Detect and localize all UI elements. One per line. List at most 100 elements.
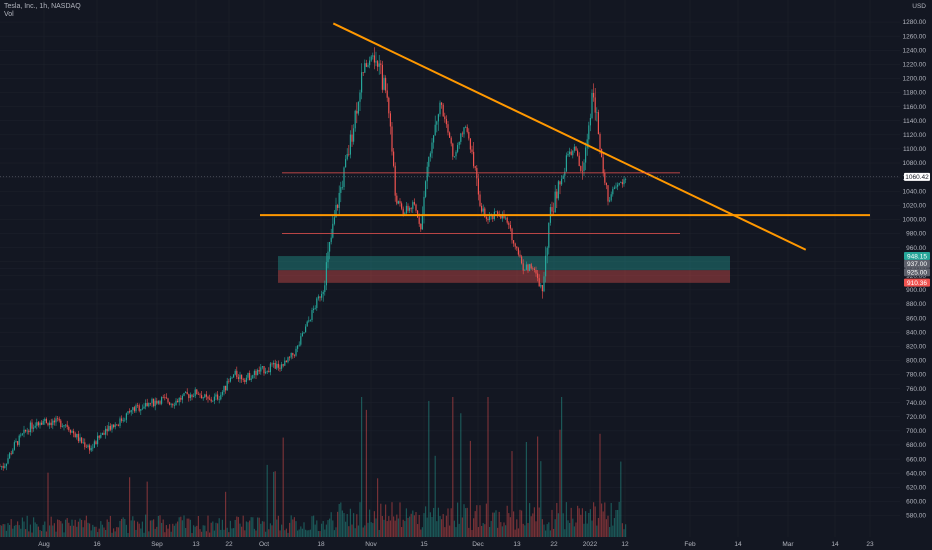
candle-body (13, 442, 15, 450)
volume-bar (367, 522, 369, 537)
candle-body (273, 362, 275, 365)
volume-bar (105, 529, 107, 537)
volume-bar (17, 521, 19, 537)
candle-body (429, 153, 431, 157)
volume-bar (60, 521, 62, 537)
volume-bar (621, 523, 623, 537)
volume-bar (146, 481, 148, 537)
candle-body (348, 154, 350, 155)
candle-body (50, 422, 52, 426)
volume-bar (553, 528, 555, 537)
volume-bar (177, 521, 179, 537)
candle-body (220, 394, 222, 400)
candle-body (546, 247, 548, 256)
candle-body (521, 256, 523, 264)
candle-body (82, 442, 84, 443)
volume-bar (106, 519, 108, 537)
candle-body (573, 146, 575, 151)
candle-body (317, 296, 319, 299)
candle-body (564, 171, 566, 176)
candle-body (581, 170, 583, 172)
candle-body (359, 92, 361, 102)
volume-bar (327, 520, 329, 537)
candle-body (119, 418, 121, 426)
price-tick-label: 900.00 (906, 287, 926, 294)
candle-body (117, 425, 119, 426)
candle-body (516, 246, 518, 249)
volume-bar (319, 531, 321, 537)
volume-bar (506, 505, 508, 537)
volume-bar (418, 514, 420, 537)
volume-bar (250, 517, 252, 537)
candle-body (250, 378, 252, 380)
candle-body (7, 458, 9, 464)
volume-bar (474, 511, 476, 537)
candle-body (218, 399, 220, 400)
volume-bar (484, 524, 486, 537)
candle-body (135, 405, 137, 412)
candle-body (349, 134, 351, 155)
volume-bar (255, 530, 257, 537)
volume-bar (373, 511, 375, 537)
candle-body (437, 114, 439, 122)
volume-bar (351, 524, 353, 537)
volume-bar (535, 521, 537, 537)
candle-body (474, 166, 476, 168)
candle-body (386, 90, 388, 98)
candle-body (393, 151, 395, 166)
volume-bar (577, 505, 579, 537)
candle-body (209, 398, 211, 400)
candle-body (545, 255, 547, 277)
candle-body (194, 389, 196, 396)
volume-bar (2, 524, 4, 537)
volume-bar (423, 513, 425, 537)
volume-bar (397, 518, 399, 537)
candle-body (63, 425, 65, 427)
volume-bar (589, 509, 591, 537)
candle-body (197, 394, 199, 395)
volume-bar (234, 519, 236, 537)
volume-bar (580, 514, 582, 537)
candle-body (141, 408, 143, 410)
time-tick-label: 2022 (583, 541, 598, 548)
candle-body (175, 400, 177, 406)
volume-bar (415, 512, 417, 537)
candle-body (212, 400, 214, 402)
candle-body (385, 77, 387, 91)
candle-body (623, 179, 625, 185)
volume-bar (413, 515, 415, 537)
volume-bar (277, 515, 279, 537)
price-tick-label: 600.00 (906, 499, 926, 506)
volume-bar (308, 530, 310, 537)
candle-body (165, 397, 167, 399)
candle-body (314, 307, 316, 309)
chart-legend: Tesla, Inc., 1h, NASDAQ Vol (4, 3, 81, 19)
volume-bar (15, 524, 17, 537)
volume-bar (429, 512, 431, 537)
volume-bar (242, 515, 244, 537)
volume-bar (260, 523, 262, 537)
volume-bar (362, 527, 364, 537)
candle-body (133, 407, 135, 412)
volume-bar (1, 525, 3, 537)
volume-bar (194, 526, 196, 537)
candle-body (580, 166, 582, 171)
candle-body (316, 298, 318, 308)
candle-body (565, 155, 567, 172)
volume-bar (585, 511, 587, 537)
volume-bar (247, 522, 249, 537)
candle-body (500, 215, 502, 219)
candle-body (479, 194, 481, 206)
volume-bar (335, 527, 337, 537)
candle-body (97, 435, 99, 445)
volume-bar (309, 529, 311, 537)
volume-bar (81, 519, 83, 537)
candle-body (90, 448, 92, 451)
volume-bar (537, 436, 539, 537)
candle-body (140, 409, 142, 411)
volume-bar (487, 397, 489, 537)
candle-body (509, 225, 511, 229)
candle-body (300, 336, 302, 345)
candle-body (84, 442, 86, 448)
